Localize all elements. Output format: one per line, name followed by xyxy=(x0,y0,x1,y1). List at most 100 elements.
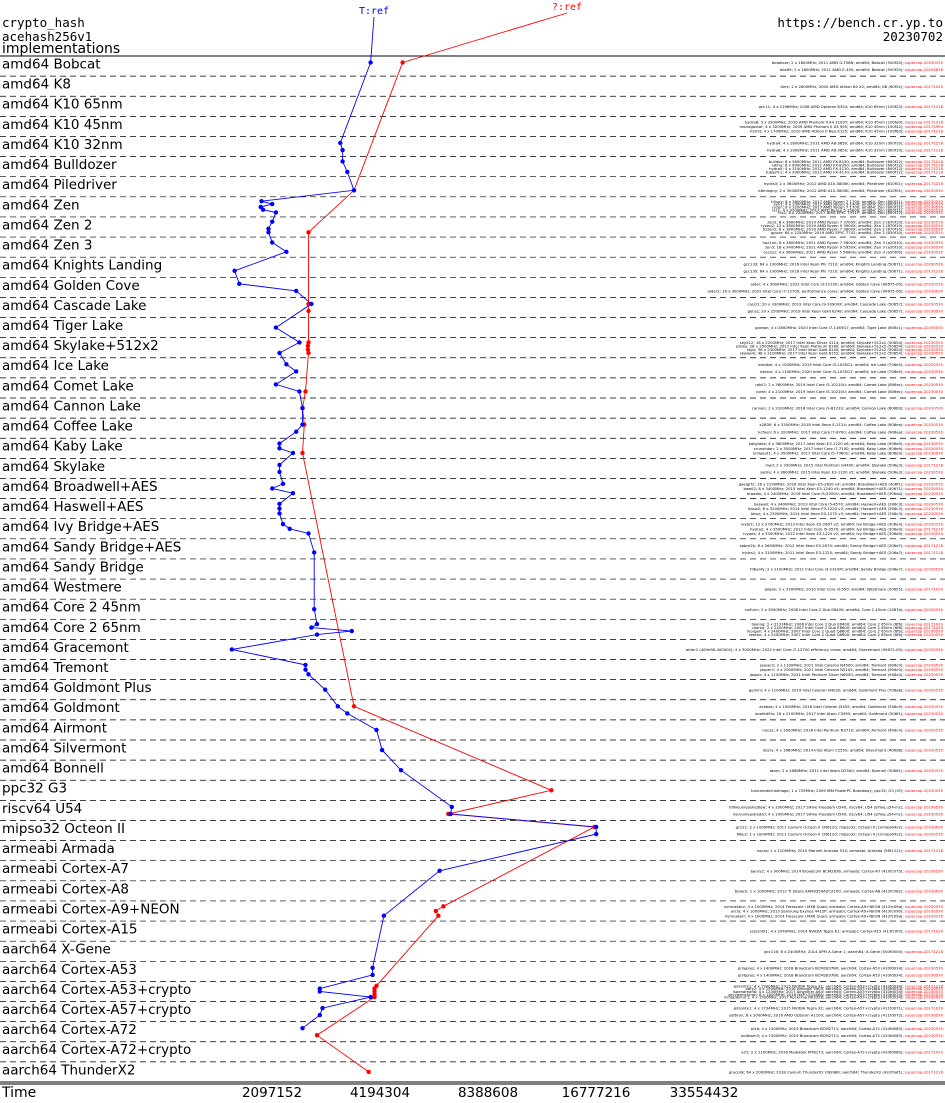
row-amd64-zen: amd64 Zen h5spy; 8 x 3600MHz; 2017 AMD Ry… xyxy=(0,197,945,218)
machine-info: gensz; 20 x 2500MHz; 2019 Intel Xeon Gol… xyxy=(748,309,944,314)
data-point-ref xyxy=(374,727,379,733)
data-point-ref xyxy=(290,491,296,496)
row-label: amd64 K10 32nm xyxy=(2,137,123,153)
row-label: amd64 Comet Lake xyxy=(2,378,134,394)
data-point-ref xyxy=(273,382,279,387)
machine-info: h2mit; 4 x 1700MHz; 2010 AMD Athlon II N… xyxy=(750,129,944,134)
row-amd64-cascade-lake: amd64 Cascade Lake cascl1; 20 x 3300MHz; … xyxy=(0,298,945,318)
row-ppc32-g3: ppc32 G3 tunkmedicinalmage; 1 x 729MHz; 2… xyxy=(0,781,945,801)
data-point-ref xyxy=(294,369,299,374)
row-label: amd64 Airmont xyxy=(2,720,107,736)
data-point-ref xyxy=(266,226,271,231)
machine-info: alder2 (400e98-400000); 4 x 3000MHz; 202… xyxy=(686,647,944,652)
machine-info: nocas; 1 x 1200MHz; 2010 Marvell Armada … xyxy=(757,848,944,853)
data-point-ref xyxy=(277,511,282,516)
data-point-ref xyxy=(340,147,345,153)
data-point-ref xyxy=(368,60,373,65)
row-amd64-golden-cove: amd64 Golden Cove alder; 4 x 3000MHz; 202… xyxy=(0,278,945,298)
data-point-ref xyxy=(284,249,289,254)
row-label: amd64 Ivy Bridge+AES xyxy=(2,519,159,535)
data-point-other xyxy=(372,994,377,1000)
machine-info: tekton; 4 x 2400MHz; 2007 Intel Core 2 Q… xyxy=(749,632,943,637)
series-label: T:ref xyxy=(359,6,389,17)
row-amd64-silvermont: amd64 Silvermont dozry; 4 x 1660MHz; 2014… xyxy=(0,740,945,761)
data-point-ref xyxy=(273,325,279,330)
row-label: amd64 Bulldozer xyxy=(2,157,117,173)
row-label: amd64 Golden Cove xyxy=(2,278,140,294)
row-label: ppc32 G3 xyxy=(2,781,67,797)
data-point-ref xyxy=(294,288,299,294)
machine-info: sabre2h; 8 x 2600MHz; 2012 Intel Xeon E5… xyxy=(740,543,944,548)
data-point-ref xyxy=(290,450,296,456)
data-point-other xyxy=(366,1069,371,1075)
machine-info: h5spy; 8 x 3600MHz; 2017 AMD Ryzen 7 170… xyxy=(771,199,943,204)
machine-info: riscvunleasheds0; 4 x 1000MHz; 2017 SiFi… xyxy=(733,812,944,817)
machine-info: zen2; 8 x 3600MHz; 2019 AMD Ryzen 7 3700… xyxy=(767,219,943,224)
machine-info: gcc11; 4 x 2196MHz; 2008 AMD Opteron 835… xyxy=(759,104,944,109)
machine-info: skywork; 48 x 2100MHz; 2017 Intel Xeon G… xyxy=(740,351,944,356)
row-label: amd64 Gracemont xyxy=(2,640,129,656)
row-label: amd64 K10 65nm xyxy=(2,97,123,113)
data-point-other xyxy=(306,350,311,356)
machine-info: rcmoplannrr1; 4 x 1500MHz; 2017 Rockchip… xyxy=(724,995,944,1000)
row-label: amd64 Kaby Lake xyxy=(2,439,123,455)
machine-info: rpi4bam3; 4 x 1500MHz; 2019 Broadcom BCM… xyxy=(741,1033,944,1038)
data-point-other xyxy=(400,60,405,65)
row-aarch64-thunderx2: aarch64 ThunderX2 gracolik; 64 x 2000MHz;… xyxy=(0,1062,945,1083)
row-amd64-skylake-512x2: amd64 Skylake+512x2 sky512; 16 x 2200MHz;… xyxy=(0,338,945,359)
machine-info: ptlsky; 28 x 2500MHz; 2017 Intel Xeon Pl… xyxy=(736,344,944,349)
machine-info: ryzen; 8 x 3200MHz; 2017 AMD Ryzen 7 170… xyxy=(772,204,944,209)
data-point-other xyxy=(306,230,311,235)
data-point-ref xyxy=(266,230,271,235)
machine-info: crunshdan; 2 x 3500MHz; 2017 Intel Core … xyxy=(754,446,944,451)
data-point-ref xyxy=(309,625,314,630)
row-amd64-sandy-bridge-aes: amd64 Sandy Bridge+AES sabre2h; 8 x 2600M… xyxy=(0,539,945,560)
data-point-other xyxy=(433,908,438,914)
data-point-ref xyxy=(232,268,237,273)
data-point-ref xyxy=(280,481,286,486)
data-point-ref xyxy=(260,207,266,212)
row-amd64-haswell-aes: amd64 Haswell+AES haswell; 4 x 3400MHz; 2… xyxy=(0,499,945,520)
data-point-ref xyxy=(448,811,453,817)
row-armeabi-cortex-a9-neon: armeabi Cortex-A9+NEON nvmcakbur; 4 x 100… xyxy=(0,901,945,922)
machine-info: jetsontx1; 4 x 1734MHz; 2015 NVIDIA Tegr… xyxy=(733,1006,944,1011)
row-amd64-westmere: amd64 Westmere gilgan; 2 x 3300MHz; 2010 … xyxy=(0,580,945,600)
header-right: https://bench.cr.yp.to 20230702 xyxy=(777,16,943,43)
data-point-ref xyxy=(277,501,282,507)
data-point-ref xyxy=(300,405,305,411)
machine-info: nucaz; 4 x 1600MHz; 2016 Intel Pentium N… xyxy=(762,728,943,733)
row-armeabi-cortex-a8: armeabi Cortex-A8 bblack; 1 x 1000MHz; 20… xyxy=(0,881,945,902)
row-label: riscv64 U54 xyxy=(2,801,82,817)
machine-info: pi4b; 4 x 1500MHz; 2019 Broadcom BCM2711… xyxy=(751,1026,944,1031)
data-point-ref xyxy=(270,201,275,207)
machine-info: tubasf11; 4 x 3900MHz; 2012 AMD FX-4170;… xyxy=(766,170,944,175)
row-label: amd64 Sandy Bridge+AES xyxy=(2,539,181,555)
row-riscv64-u54: riscv64 U54 hifiveunleashedlow; 4 x 1000M… xyxy=(0,801,945,821)
row-amd64-ivy-bridge-aes: amd64 Ivy Bridge+AES ivybr1; 12 x 2700MHz… xyxy=(0,519,945,540)
data-point-ref xyxy=(284,362,289,367)
row-label: amd64 Ice Lake xyxy=(2,358,109,374)
row-label: armeabi Cortex-A7 xyxy=(2,861,129,877)
data-point-ref xyxy=(312,607,317,612)
machine-info: hydra8; 4 x 1900MHz; 2011 AMD A6-3650; a… xyxy=(767,148,944,153)
operation-name: acehash256v1 xyxy=(2,28,93,44)
site-url[interactable]: https://bench.cr.yp.to xyxy=(777,15,943,30)
data-point-other xyxy=(441,904,446,909)
machine-info: boeing; 2 x 2133MHz; 2006 Intel Core 2 D… xyxy=(751,622,943,627)
data-point-ref xyxy=(303,662,308,668)
machine-info: aoofed9iu; 16 x 2100MHz; 2017 Intel Atom… xyxy=(755,711,943,716)
machine-info: k8mixgny; 2 x 3000MHz; 2012 AMD A10-5800… xyxy=(758,188,943,193)
data-point-ref xyxy=(229,647,234,652)
row-label: amd64 Tremont xyxy=(2,660,109,676)
row-label: amd64 Goldmont Plus xyxy=(2,680,152,696)
data-point-ref xyxy=(277,441,282,446)
machine-info: pi3bplus; 4 x 1400MHz; 2018 Broadcom BCM… xyxy=(738,972,944,977)
machine-info: jetsontx1; 4 x 1900MHz; 2015 NVIDIA Tegr… xyxy=(733,983,944,988)
data-point-ref xyxy=(594,824,599,830)
data-point-ref xyxy=(306,672,311,677)
data-point-ref xyxy=(314,621,320,627)
data-point-ref xyxy=(317,989,322,994)
row-label: amd64 Goldmont xyxy=(2,700,120,716)
row-label: amd64 Skylake xyxy=(2,459,105,475)
row-amd64-goldmont-plus: amd64 Goldmont Plus gemini; 4 x 1100MHz; … xyxy=(0,680,945,701)
